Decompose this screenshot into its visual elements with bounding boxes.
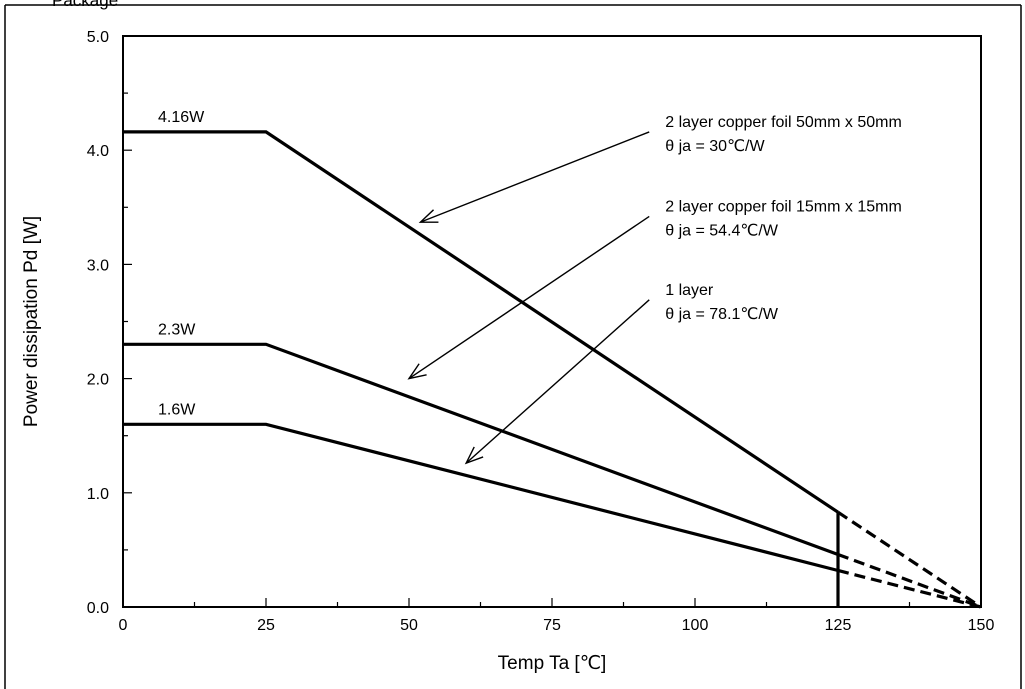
- annotation-arrow-shaft: [465, 299, 650, 464]
- series-value-label: 4.16W: [158, 109, 205, 126]
- annotation-3: 1 layer θ ja = 78.1℃/W: [464, 282, 779, 465]
- y-axis-title: Power dissipation Pd [W]: [21, 216, 42, 427]
- x-tick-label: 100: [682, 617, 709, 634]
- x-tick-label: 0: [119, 617, 128, 634]
- annotation-text-line: θ ja = 54.4℃/W: [665, 222, 779, 239]
- y-tick-label: 5.0: [87, 29, 109, 46]
- x-tick-label: 125: [825, 617, 852, 634]
- y-tick-label: 4.0: [87, 143, 109, 160]
- annotation-1: 2 layer copper foil 50mm x 50mm θ ja = 30…: [418, 114, 902, 223]
- series-extrapolation-1: [837, 510, 982, 609]
- series-layer: [123, 130, 982, 609]
- annotation-text-line: 2 layer copper foil 15mm x 15mm: [665, 198, 902, 215]
- axis-ticks: 0 25 50 75 100 125 150 0.0 1.0 2.0 3.0 4.0 5.0: [87, 29, 995, 634]
- series-line-1: [123, 130, 839, 514]
- y-tick-label: 2.0: [87, 372, 109, 389]
- x-axis-title: Temp Ta [℃]: [498, 653, 607, 674]
- series-extrapolation-2: [837, 552, 982, 609]
- annotation-arrow-head: [464, 446, 484, 465]
- y-tick-label: 3.0: [87, 257, 109, 274]
- x-tick-label: 150: [968, 617, 995, 634]
- annotation-arrow-shaft: [408, 215, 650, 380]
- power-derating-chart: 0 25 50 75 100 125 150 0.0 1.0 2.0 3.0 4.0 5.0 4.16W…: [21, 29, 994, 674]
- annotation-arrow-head: [407, 363, 427, 380]
- annotation-text-line: 1 layer: [665, 282, 714, 299]
- annotation-2: 2 layer copper foil 15mm x 15mm θ ja = 54…: [407, 198, 902, 380]
- series-line-3: [123, 422, 839, 573]
- series-extrapolation-3: [837, 568, 982, 609]
- x-tick-label: 50: [400, 617, 418, 634]
- annotation-text-line: 2 layer copper foil 50mm x 50mm: [665, 114, 902, 131]
- x-tick-label: 75: [543, 617, 561, 634]
- y-tick-label: 0.0: [87, 600, 109, 617]
- annotation-text-line: θ ja = 78.1℃/W: [665, 306, 779, 323]
- annotation-arrow-shaft: [420, 131, 650, 223]
- annotations-layer: 2 layer copper foil 50mm x 50mm θ ja = 30…: [407, 114, 902, 465]
- series-value-label: 1.6W: [158, 401, 196, 418]
- x-tick-label: 25: [257, 617, 275, 634]
- series-line-2: [123, 342, 839, 557]
- labels-layer: 4.16W 2.3W 1.6W: [158, 109, 205, 418]
- y-tick-label: 1.0: [87, 486, 109, 503]
- annotation-text-line: θ ja = 30℃/W: [665, 138, 765, 155]
- annotation-arrow-head: [418, 209, 439, 223]
- series-value-label: 2.3W: [158, 321, 196, 338]
